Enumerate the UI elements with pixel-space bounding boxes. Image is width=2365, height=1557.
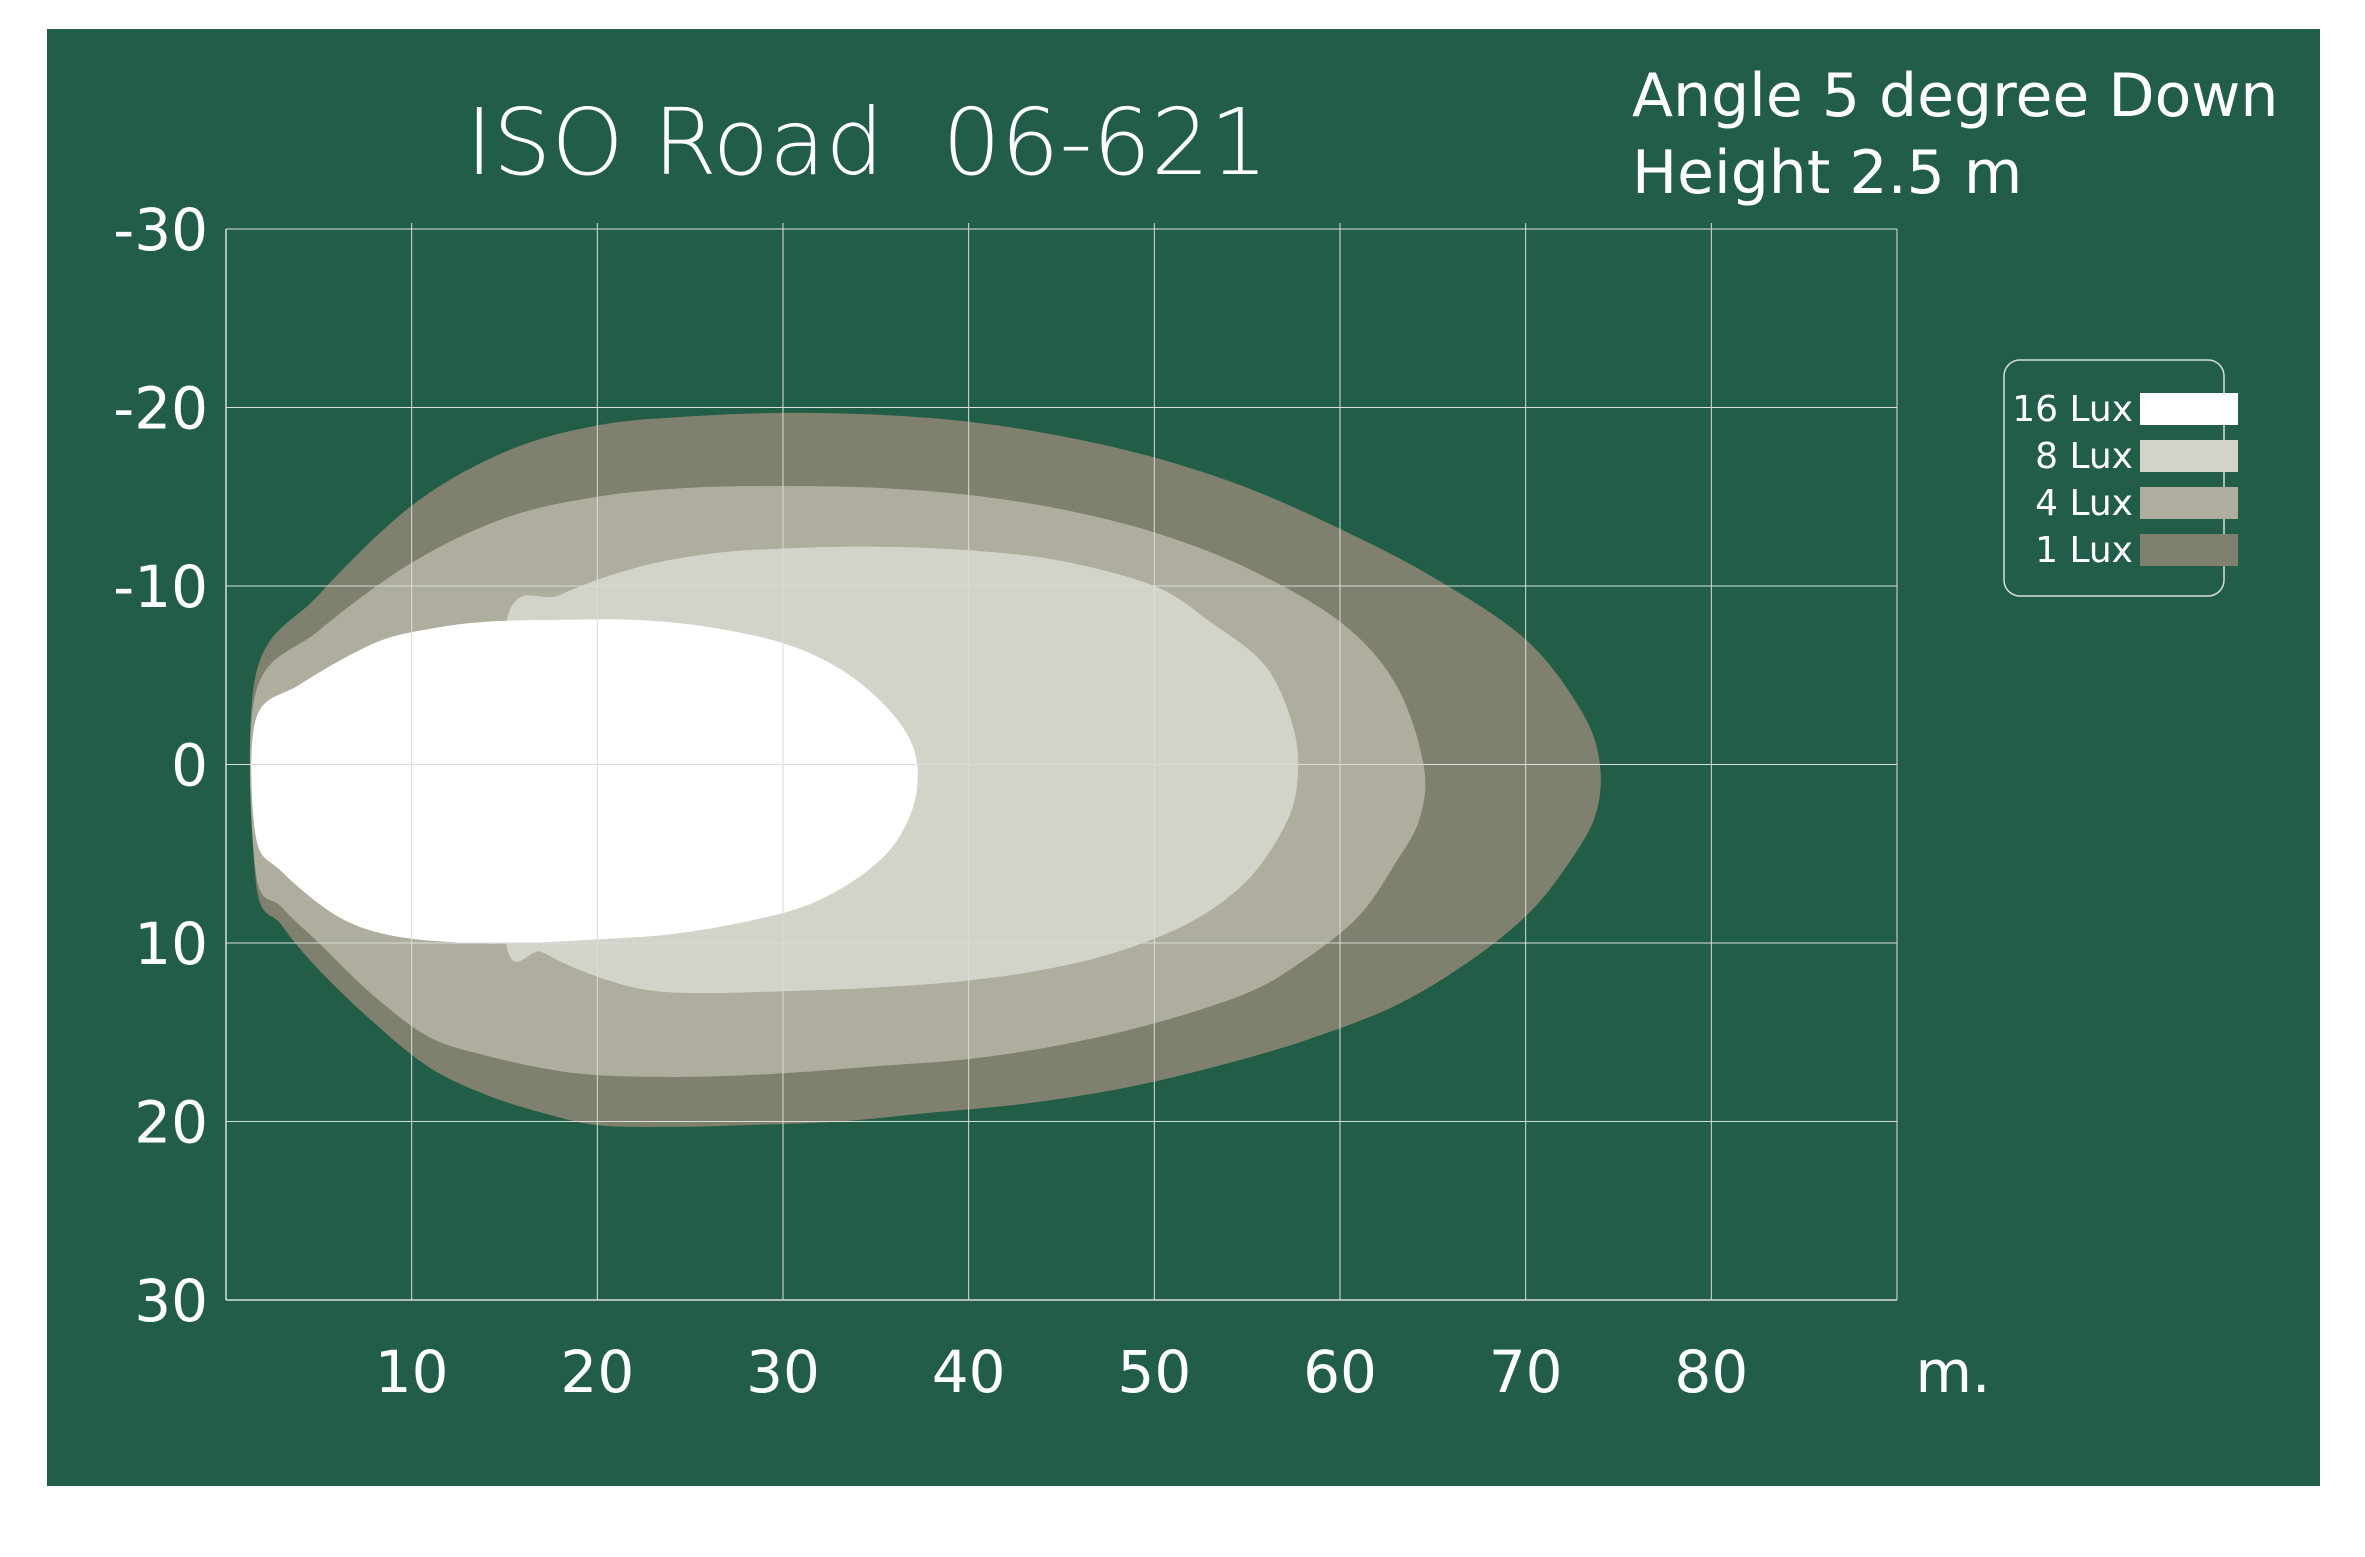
angle-annotation: Angle 5 degree Down	[1632, 61, 2278, 131]
y-tick-label: -30	[113, 196, 208, 264]
x-tick-label: 80	[1674, 1338, 1748, 1406]
x-tick-label: 40	[932, 1338, 1006, 1406]
x-axis-unit-label: m.	[1916, 1338, 1991, 1406]
x-tick-label: 10	[375, 1338, 449, 1406]
legend-box	[2003, 359, 2225, 597]
x-tick-label: 60	[1303, 1338, 1377, 1406]
legend-label: 16 Lux	[2012, 389, 2133, 430]
legend-swatch	[2140, 440, 2238, 472]
isolux-chart: -30 -20 -10 0 10 20 30 10 20 30 40 50 60 70 80 ISO Roa…	[47, 29, 2320, 1486]
chart-panel: -30 -20 -10 0 10 20 30 10 20 30 40 50 60 70 80 ISO Roa…	[47, 29, 2320, 1486]
legend-swatch	[2140, 487, 2238, 519]
x-tick-label: 50	[1117, 1338, 1191, 1406]
tick-labels: -30 -20 -10 0 10 20 30 10 20 30 40 50 60 70 80	[113, 196, 1748, 1406]
legend-swatch	[2140, 534, 2238, 566]
y-tick-label: 30	[134, 1267, 208, 1335]
y-tick-label: 0	[171, 732, 208, 800]
legend: 16 Lux 8 Lux 4 Lux 1 Lux	[2003, 359, 2238, 597]
legend-label: 8 Lux	[2035, 436, 2133, 477]
legend-swatch	[2140, 393, 2238, 425]
height-annotation: Height 2.5 m	[1632, 138, 2022, 208]
contour-16-lux	[251, 619, 918, 944]
legend-label: 4 Lux	[2035, 483, 2133, 524]
y-tick-label: -20	[113, 375, 208, 443]
y-tick-label: -10	[113, 553, 208, 621]
y-tick-label: 10	[134, 910, 208, 978]
x-tick-label: 70	[1489, 1338, 1563, 1406]
x-tick-label: 20	[560, 1338, 634, 1406]
y-tick-label: 20	[134, 1089, 208, 1157]
axes	[225, 229, 1897, 1301]
x-tick-label: 30	[746, 1338, 820, 1406]
chart-title: ISO Road 06-621	[466, 89, 1268, 196]
legend-label: 1 Lux	[2035, 530, 2133, 571]
isolux-contours	[249, 412, 1601, 1127]
